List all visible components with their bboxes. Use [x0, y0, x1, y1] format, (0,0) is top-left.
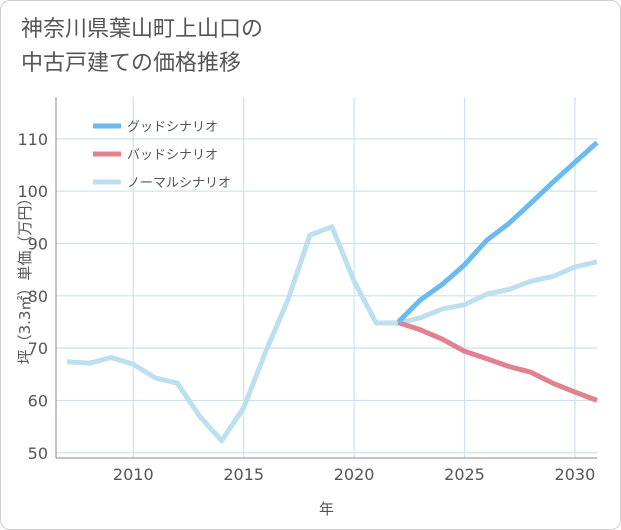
- tick-labels: 2010 2015 2020 2025 2030 50 60 70 80 90 100 110: [17, 130, 595, 484]
- series-lines: [66, 140, 599, 444]
- x-tick-label: 2015: [223, 465, 264, 484]
- x-tick-label: 2010: [113, 465, 154, 484]
- axes: [55, 97, 597, 459]
- x-tick-label: 2030: [555, 465, 596, 484]
- chart-title-line2: 中古戸建ての価格推移: [21, 51, 242, 76]
- legend-label-bad: バッドシナリオ: [127, 148, 218, 163]
- chart-title-line1: 神奈川県葉山町上山口の: [21, 17, 264, 42]
- legend-label-good: グッドシナリオ: [127, 120, 218, 135]
- series-line-bad: [397, 320, 598, 403]
- x-tick-label: 2020: [334, 465, 375, 484]
- legend-label-normal: ノーマルシナリオ: [127, 176, 231, 191]
- y-tick-label: 110: [17, 130, 48, 149]
- y-axis-label: 坪（3.3㎡）単価（万円）: [16, 191, 34, 365]
- y-tick-label: 50: [28, 444, 48, 463]
- y-tick-label: 90: [28, 234, 48, 253]
- series-line-good: [396, 140, 599, 324]
- chart-title: 神奈川県葉山町上山口の 中古戸建ての価格推移: [21, 13, 541, 81]
- y-tick-label: 60: [28, 391, 48, 410]
- series-line-normal: [66, 224, 598, 444]
- y-tick-label: 80: [28, 287, 48, 306]
- x-axis-label: 年: [319, 500, 334, 518]
- x-tick-label: 2025: [444, 465, 485, 484]
- y-tick-label: 70: [28, 339, 48, 358]
- y-tick-label: 100: [17, 182, 48, 201]
